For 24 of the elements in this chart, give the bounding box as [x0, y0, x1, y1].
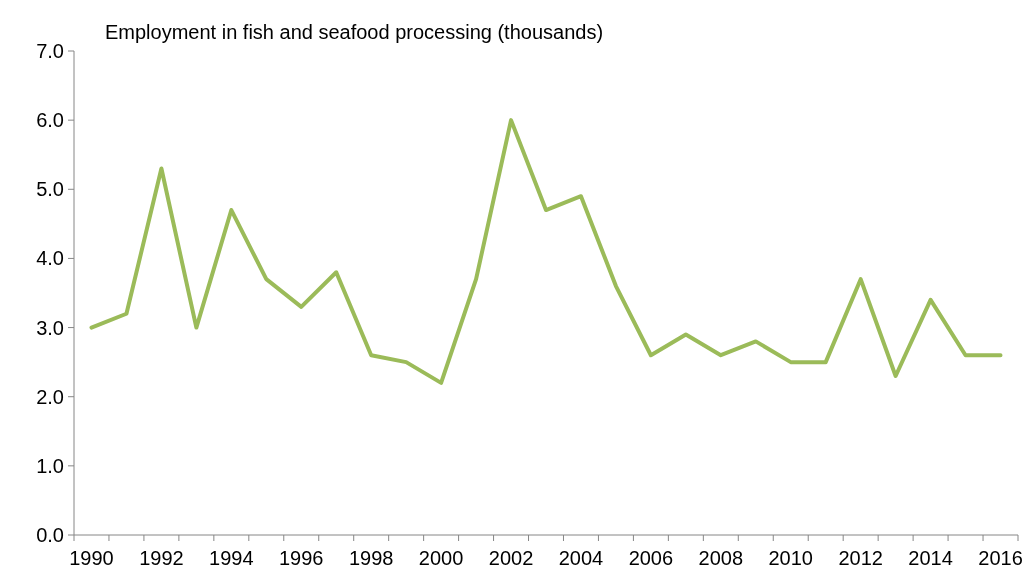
x-tick-label: 2012 — [838, 547, 883, 569]
x-tick-label: 1994 — [209, 547, 254, 569]
y-tick-label: 4.0 — [36, 247, 64, 270]
x-tick-label: 2002 — [488, 547, 534, 569]
x-tick-label: 2010 — [768, 547, 813, 569]
line-series — [89, 118, 1003, 385]
y-tick-label: 3.0 — [36, 316, 64, 339]
x-tick-label: 2000 — [418, 547, 464, 569]
x-tick-label: 1998 — [348, 547, 394, 569]
y-tick-label: 2.0 — [36, 385, 64, 408]
x-tick-label: 2008 — [698, 547, 744, 569]
y-tick-label: 5.0 — [36, 178, 64, 201]
y-tick-label: 1.0 — [36, 454, 64, 477]
x-tick-label: 2004 — [558, 547, 604, 569]
y-tick-label: 6.0 — [36, 109, 64, 132]
x-tick-label: 2016 — [978, 547, 1023, 569]
y-tick-label: 7.0 — [36, 40, 64, 62]
x-tick-label: 1996 — [279, 547, 324, 569]
x-tick-label: 1990 — [69, 547, 114, 569]
y-tick-label: 0.0 — [36, 524, 64, 546]
chart-title: Employment in fish and seafood processing (thousands) — [105, 21, 604, 43]
x-tick-label: 2014 — [908, 547, 953, 569]
x-tick-label: 2006 — [628, 547, 674, 569]
x-tick-label: 1992 — [139, 547, 184, 569]
